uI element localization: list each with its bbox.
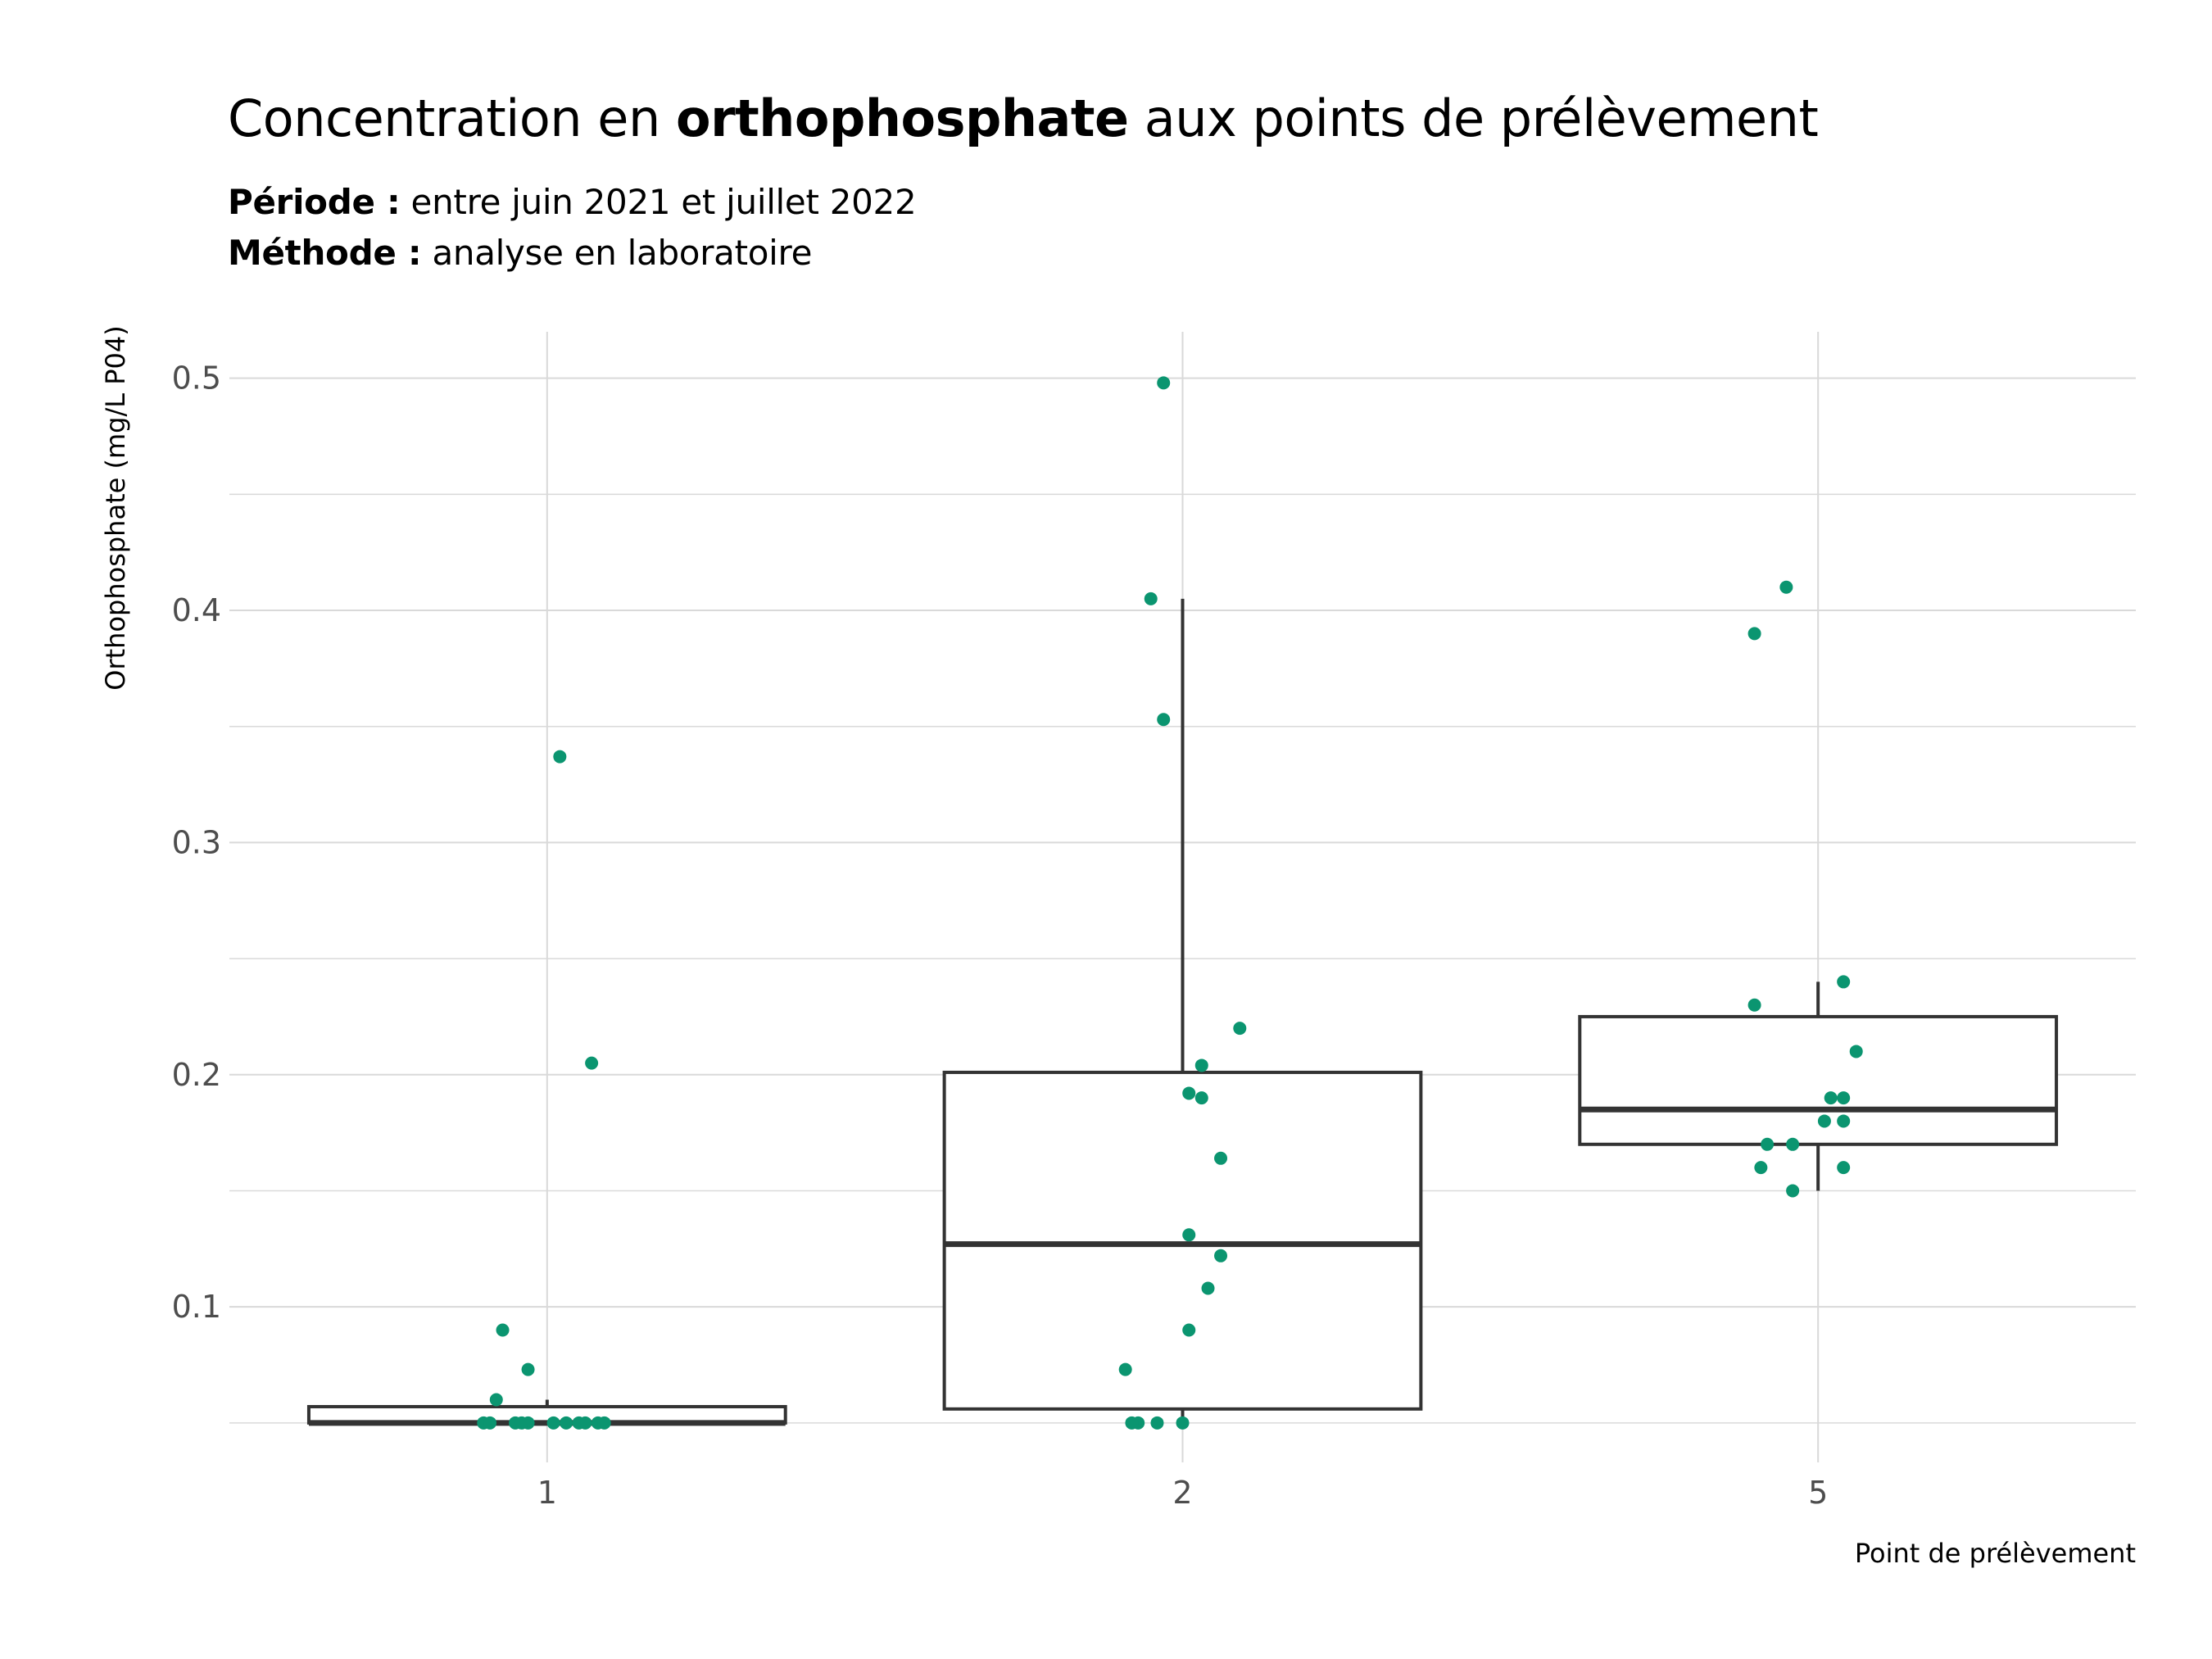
- data-point: [1150, 1416, 1164, 1430]
- point-layer: [477, 376, 1863, 1430]
- data-point: [483, 1416, 497, 1430]
- data-point: [514, 1416, 528, 1430]
- y-tick-label: 0.4: [172, 592, 221, 628]
- data-point: [1182, 1323, 1196, 1337]
- subtitle-period-text: entre juin 2021 et juillet 2022: [400, 182, 917, 222]
- data-point: [1157, 713, 1171, 727]
- data-point: [1837, 1161, 1851, 1175]
- y-tick-label: 0.1: [172, 1289, 221, 1325]
- x-axis-title: Point de prélèvement: [1855, 1538, 2136, 1569]
- data-point: [1849, 1045, 1863, 1058]
- data-point: [1779, 580, 1793, 594]
- subtitle-method: Méthode : analyse en laboratoire: [228, 233, 812, 273]
- data-point: [553, 750, 567, 764]
- data-point: [1817, 1114, 1831, 1128]
- data-point: [1837, 1114, 1851, 1128]
- data-point: [546, 1416, 560, 1430]
- data-point: [1786, 1137, 1800, 1151]
- box-1: [306, 1399, 787, 1426]
- data-point: [1176, 1416, 1190, 1430]
- chart-title: Concentration en orthophosphate aux poin…: [228, 88, 1819, 148]
- subtitle-period-label: Période :: [228, 182, 401, 222]
- data-point: [489, 1393, 503, 1407]
- data-point: [496, 1323, 510, 1337]
- title-bold: orthophosphate: [675, 88, 1129, 148]
- data-point: [1144, 592, 1158, 605]
- data-point: [1194, 1091, 1208, 1105]
- data-point: [1761, 1137, 1775, 1151]
- data-point: [1837, 1091, 1851, 1105]
- box-iqr: [1578, 1014, 2059, 1146]
- data-point: [1214, 1249, 1228, 1262]
- data-point: [1233, 1022, 1247, 1036]
- data-point: [1182, 1228, 1196, 1242]
- data-point: [1747, 627, 1761, 641]
- data-point: [1824, 1091, 1838, 1105]
- x-tick-label: 5: [1808, 1475, 1828, 1511]
- box-layer: [306, 598, 2059, 1426]
- data-point: [1747, 998, 1761, 1012]
- box-5: [1578, 981, 2059, 1191]
- tick-layer: 0.1 0.2 0.3 0.4 0.5 1 2 5: [172, 360, 1829, 1511]
- data-point: [560, 1416, 573, 1430]
- data-point: [585, 1056, 599, 1070]
- box-2: [942, 598, 1423, 1423]
- x-tick-label: 2: [1172, 1475, 1192, 1511]
- data-point: [1157, 376, 1171, 390]
- subtitle-period: Période : entre juin 2021 et juillet 202…: [228, 182, 917, 222]
- title-suffix: aux points de prélèvement: [1128, 88, 1819, 148]
- y-axis-title: Orthophosphate (mg/L P04): [100, 325, 131, 690]
- data-point: [1118, 1362, 1132, 1376]
- data-point: [1194, 1058, 1208, 1072]
- y-tick-label: 0.3: [172, 824, 221, 860]
- data-point: [1837, 975, 1851, 989]
- data-point: [578, 1416, 592, 1430]
- subtitle-method-label: Méthode :: [228, 233, 422, 273]
- data-point: [597, 1416, 611, 1430]
- data-point: [1201, 1281, 1215, 1295]
- data-point: [1754, 1161, 1768, 1175]
- data-point: [521, 1362, 535, 1376]
- subtitle-method-text: analyse en laboratoire: [421, 233, 813, 273]
- data-point: [1786, 1184, 1800, 1198]
- data-point: [1182, 1086, 1196, 1100]
- data-point: [1125, 1416, 1139, 1430]
- y-tick-label: 0.2: [172, 1057, 221, 1093]
- title-prefix: Concentration en: [228, 88, 676, 148]
- x-tick-label: 1: [537, 1475, 557, 1511]
- y-tick-label: 0.5: [172, 360, 221, 397]
- box-iqr: [942, 1070, 1423, 1411]
- data-point: [1214, 1151, 1228, 1165]
